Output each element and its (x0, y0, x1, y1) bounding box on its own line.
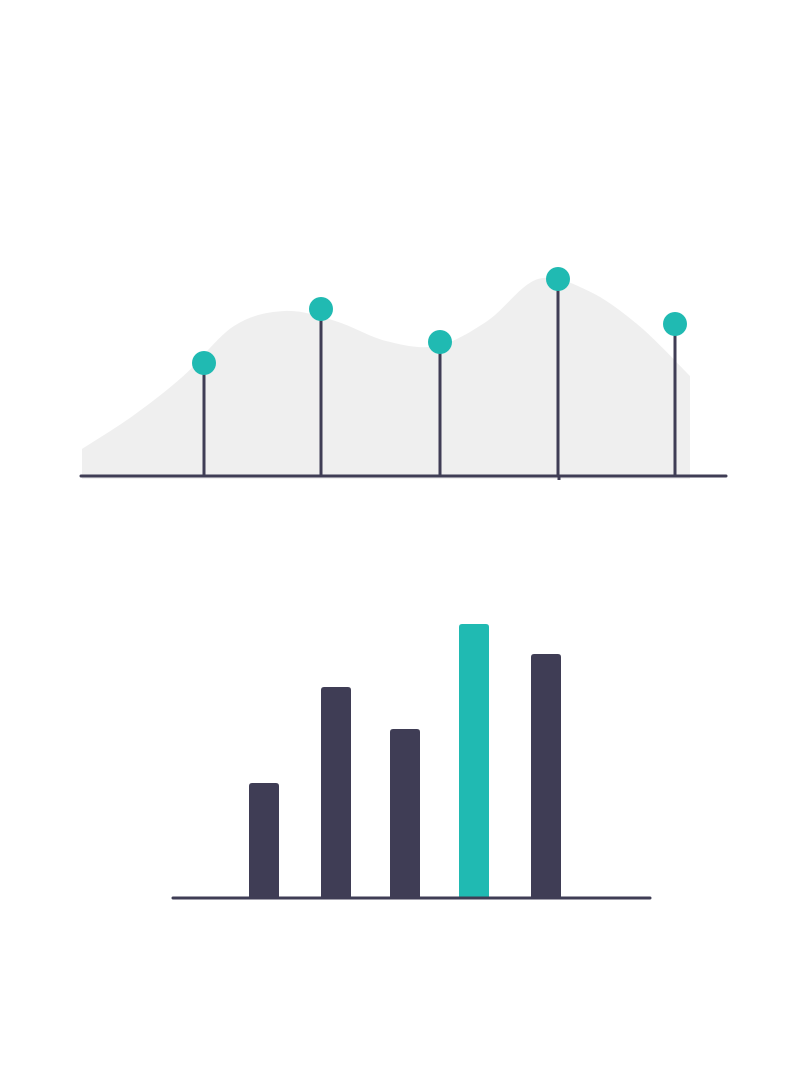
lollipop-point (663, 312, 687, 336)
lollipop-point (546, 267, 570, 291)
bar (321, 687, 351, 898)
bar (531, 654, 561, 898)
bar (390, 729, 420, 898)
lollipop-point (428, 330, 452, 354)
bar (249, 783, 279, 898)
lollipop-point (309, 297, 333, 321)
area-background (82, 277, 690, 479)
bar-chart (171, 624, 652, 900)
lollipop-area-chart (79, 267, 728, 480)
bar (459, 624, 489, 898)
lollipop-point (192, 351, 216, 375)
